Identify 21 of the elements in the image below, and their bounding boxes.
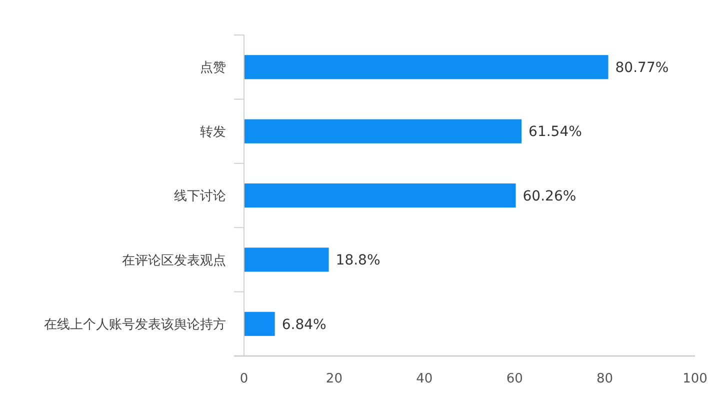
bar bbox=[244, 248, 329, 272]
x-tick-label: 20 bbox=[326, 372, 342, 387]
x-tick-label: 80 bbox=[596, 372, 614, 387]
data-label: 80.77% bbox=[615, 60, 669, 76]
bar bbox=[244, 119, 522, 144]
data-label: 61.54% bbox=[528, 124, 582, 140]
bar bbox=[244, 55, 608, 80]
y-tick-label: 在线上个人账号发表该舆论持方 bbox=[44, 316, 226, 332]
bar bbox=[244, 312, 275, 336]
y-tick-label: 在评论区发表观点 bbox=[122, 253, 226, 268]
data-label: 6.84% bbox=[282, 316, 326, 333]
data-label: 18.8% bbox=[336, 252, 380, 269]
x-tick-label: 40 bbox=[416, 372, 433, 387]
data-label: 60.26% bbox=[522, 188, 576, 204]
y-tick-label: 点赞 bbox=[200, 60, 226, 76]
y-tick-label: 转发 bbox=[200, 124, 226, 140]
bar bbox=[244, 183, 516, 208]
x-tick-label: 100 bbox=[682, 372, 708, 387]
x-tick-label: 0 bbox=[240, 372, 248, 387]
y-tick-label: 线下讨论 bbox=[174, 189, 226, 204]
x-tick-label: 60 bbox=[506, 372, 523, 387]
